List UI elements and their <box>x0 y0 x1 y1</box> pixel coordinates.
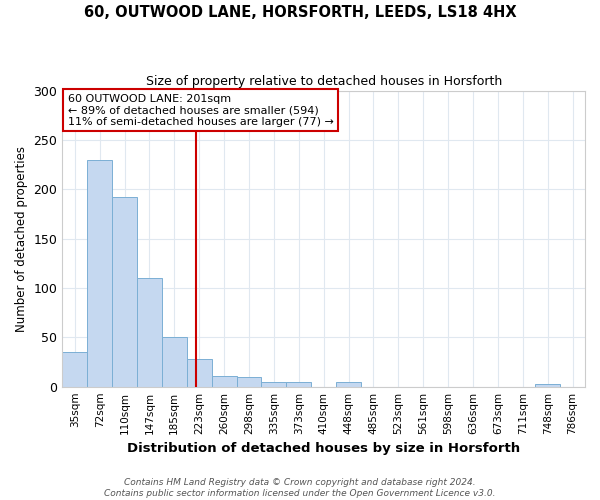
Bar <box>236 377 262 386</box>
Y-axis label: Number of detached properties: Number of detached properties <box>15 146 28 332</box>
Bar <box>187 359 212 386</box>
Bar <box>336 382 361 386</box>
Text: 60 OUTWOOD LANE: 201sqm
← 89% of detached houses are smaller (594)
11% of semi-d: 60 OUTWOOD LANE: 201sqm ← 89% of detache… <box>68 94 334 126</box>
Bar <box>535 384 560 386</box>
Text: 60, OUTWOOD LANE, HORSFORTH, LEEDS, LS18 4HX: 60, OUTWOOD LANE, HORSFORTH, LEEDS, LS18… <box>83 5 517 20</box>
Bar <box>286 382 311 386</box>
Bar <box>112 197 137 386</box>
Bar <box>62 352 87 386</box>
Bar <box>162 338 187 386</box>
Bar <box>137 278 162 386</box>
X-axis label: Distribution of detached houses by size in Horsforth: Distribution of detached houses by size … <box>127 442 520 455</box>
Bar <box>212 376 236 386</box>
Text: Contains HM Land Registry data © Crown copyright and database right 2024.
Contai: Contains HM Land Registry data © Crown c… <box>104 478 496 498</box>
Bar <box>87 160 112 386</box>
Title: Size of property relative to detached houses in Horsforth: Size of property relative to detached ho… <box>146 75 502 88</box>
Bar <box>262 382 286 386</box>
